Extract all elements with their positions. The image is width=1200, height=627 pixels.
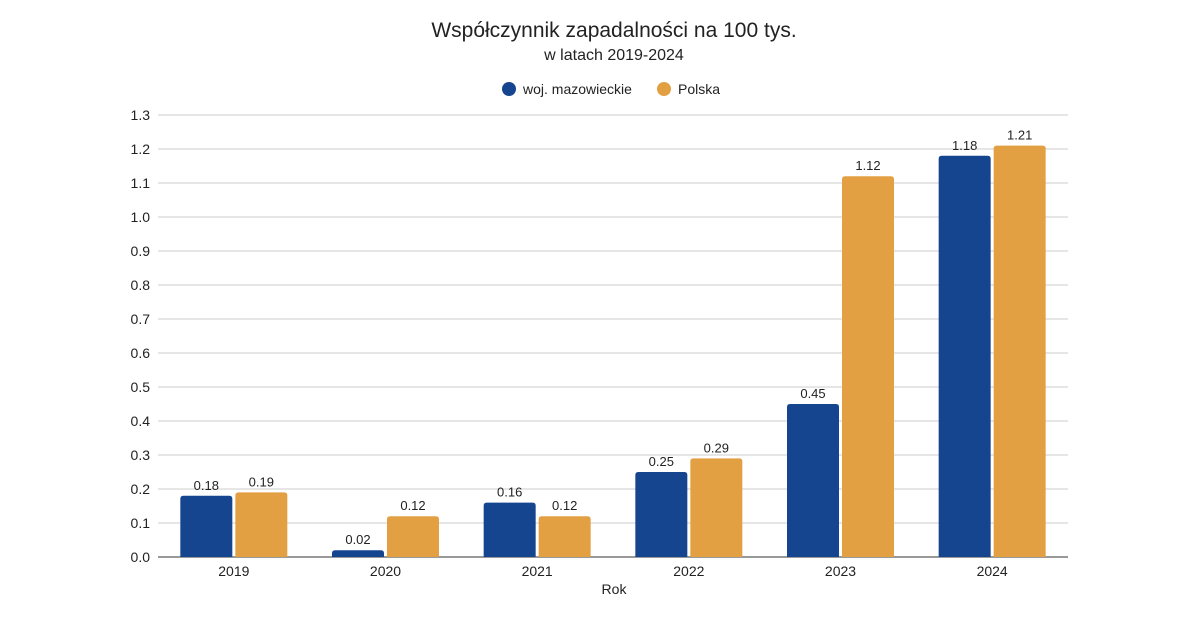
x-tick-label: 2020 (370, 563, 401, 579)
y-tick-label: 0.1 (131, 515, 151, 531)
y-axis-ticks: 0.0 0.1 0.2 0.3 0.4 0.5 0.6 0.7 0.8 0.9 1.0 1.1 1.2 1… (131, 107, 151, 565)
bar-series0-2021 (483, 502, 536, 557)
bar-series0-2024 (938, 155, 991, 558)
value-label-series1-2019: 0.19 (249, 474, 274, 489)
chart-bars (180, 145, 1046, 558)
value-label-series0-2023: 0.45 (800, 386, 825, 401)
y-tick-label: 0.3 (131, 447, 151, 463)
x-axis-title: Rok (602, 581, 628, 597)
bar-series1-2020 (387, 516, 439, 557)
chart-subtitle: w latach 2019-2024 (543, 47, 684, 64)
value-label-series0-2024: 1.18 (952, 138, 977, 153)
chart-gridlines (158, 114, 1068, 558)
y-tick-label: 1.1 (131, 175, 151, 191)
bar-series1-2022 (690, 458, 743, 557)
legend-marker-series1 (657, 82, 671, 96)
bar-series1-2019 (235, 492, 288, 557)
value-label-series1-2020: 0.12 (400, 498, 425, 513)
x-axis-ticks: 2019 2020 2021 2022 2023 2024 (218, 563, 1008, 579)
y-tick-label: 0.5 (131, 379, 151, 395)
chart-legend: woj. mazowieckie Polska (502, 81, 720, 97)
x-tick-label: 2019 (218, 563, 249, 579)
value-label-series0-2022: 0.25 (649, 454, 674, 469)
value-label-series0-2019: 0.18 (194, 478, 219, 493)
bar-series0-2023 (787, 404, 839, 557)
bar-series0-2022 (635, 472, 688, 557)
value-label-series1-2023: 1.12 (855, 158, 880, 173)
legend-label-series1: Polska (678, 81, 720, 97)
bar-series0-2019 (180, 495, 233, 557)
bar-series1-2024 (993, 145, 1046, 557)
y-tick-label: 0.0 (131, 549, 151, 565)
x-tick-label: 2021 (522, 563, 553, 579)
bar-series1-2021 (538, 516, 591, 557)
y-tick-label: 0.6 (131, 345, 151, 361)
value-label-series1-2021: 0.12 (552, 498, 577, 513)
chart-title: Współczynnik zapadalności na 100 tys. (431, 19, 796, 42)
x-tick-label: 2023 (825, 563, 856, 579)
value-label-series1-2022: 0.29 (704, 440, 729, 455)
x-tick-label: 2022 (673, 563, 704, 579)
chart-value-labels: 0.18 0.19 0.02 0.12 0.16 0.12 0.25 0.29 0.45 1.12… (194, 128, 1033, 548)
legend-marker-series0 (502, 82, 516, 96)
y-tick-label: 0.7 (131, 311, 151, 327)
y-tick-label: 0.2 (131, 481, 151, 497)
y-tick-label: 0.4 (131, 413, 151, 429)
y-tick-label: 0.8 (131, 277, 151, 293)
bar-series0-2020 (332, 550, 384, 557)
y-tick-label: 1.0 (131, 209, 151, 225)
value-label-series0-2021: 0.16 (497, 485, 522, 500)
value-label-series0-2020: 0.02 (345, 532, 370, 547)
y-tick-label: 1.3 (131, 107, 151, 123)
value-label-series1-2024: 1.21 (1007, 128, 1032, 143)
legend-label-series0: woj. mazowieckie (522, 81, 632, 97)
bar-series1-2023 (842, 176, 894, 557)
y-tick-label: 1.2 (131, 141, 151, 157)
y-tick-label: 0.9 (131, 243, 151, 259)
x-tick-label: 2024 (977, 563, 1008, 579)
